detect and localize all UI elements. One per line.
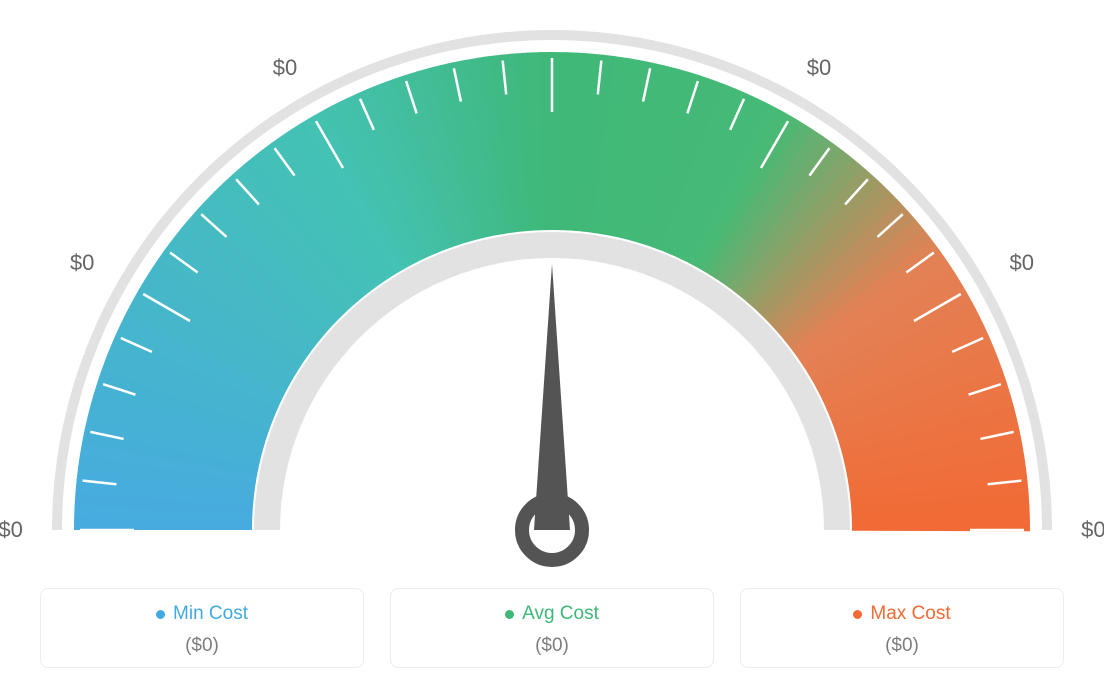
legend-label: Avg Cost: [522, 603, 599, 625]
gauge-svg: [32, 10, 1072, 570]
legend-dot-icon: [853, 610, 862, 619]
gauge-tick-label: $0: [70, 250, 94, 276]
legend-label-row: Max Cost: [853, 603, 950, 625]
legend-label: Max Cost: [870, 603, 950, 625]
legend-dot-icon: [505, 610, 514, 619]
legend-label: Min Cost: [173, 603, 248, 625]
legend-card: Avg Cost ($0): [390, 588, 714, 668]
gauge-tick-label: $0: [807, 55, 831, 81]
legend-value: ($0): [751, 635, 1053, 657]
gauge-tick-label: $0: [0, 517, 23, 543]
gauge-tick-label: $0: [1081, 517, 1104, 543]
legend-value: ($0): [401, 635, 703, 657]
gauge-tick-label: $0: [273, 55, 297, 81]
legend-value: ($0): [51, 635, 353, 657]
legend-card: Min Cost ($0): [40, 588, 364, 668]
legend-row: Min Cost ($0) Avg Cost ($0) Max Cost ($0): [40, 588, 1064, 668]
legend-card: Max Cost ($0): [740, 588, 1064, 668]
legend-label-row: Min Cost: [156, 603, 248, 625]
legend-label-row: Avg Cost: [505, 603, 599, 625]
gauge-tick-label: $0: [1010, 250, 1034, 276]
gauge-chart: $0$0$0$0$0$0$0: [32, 10, 1072, 570]
legend-dot-icon: [156, 610, 165, 619]
